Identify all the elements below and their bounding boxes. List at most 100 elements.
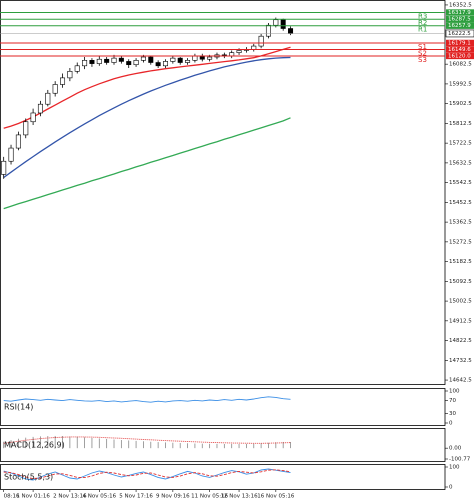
candle-body — [280, 19, 286, 29]
candle-body — [96, 58, 102, 64]
x-tick-label: 5 Nov 17:16 — [119, 494, 153, 500]
panel-frame — [0, 428, 446, 462]
x-tick-label: 08:16 — [4, 494, 20, 500]
panel-frame — [0, 0, 446, 385]
y-tick-label: 15632.5 — [449, 160, 472, 166]
candle-body — [162, 61, 169, 67]
y-tick-label: 30 — [449, 411, 456, 417]
y-tick-label: 15092.5 — [449, 279, 472, 285]
candle-body — [60, 77, 66, 85]
y-tick-label: 15992.5 — [449, 81, 472, 87]
y-tick-label: 100 — [449, 389, 460, 395]
x-tick-label: 9 Nov 09:16 — [156, 494, 190, 500]
x-tick-label: 2 Nov 13:16 — [53, 494, 87, 500]
level-value: 16317.9 — [448, 10, 471, 16]
x-tick-label: 1 Nov 01:16 — [16, 494, 50, 500]
candle-body — [288, 28, 294, 34]
level-name: R2 — [418, 19, 427, 27]
candle-body — [8, 147, 14, 162]
y-tick-label: 0.00 — [449, 446, 462, 452]
candle-body — [273, 19, 279, 26]
candle-body — [23, 121, 29, 136]
level-value-box — [446, 52, 474, 60]
y-tick-label: -100.77 — [449, 457, 471, 463]
candle-body — [155, 62, 161, 67]
x-tick-label: 4 Nov 05:16 — [83, 494, 117, 500]
level-name: R3 — [418, 13, 427, 21]
candle-body — [82, 60, 88, 67]
y-tick-label: 14822.5 — [449, 338, 472, 344]
candle-body — [118, 57, 124, 62]
moving-average — [3, 117, 291, 210]
level-name: S3 — [418, 56, 427, 64]
candle-body — [1, 160, 7, 175]
candle-body — [170, 57, 176, 62]
panel-title: RSI(14) — [4, 403, 33, 412]
panel-title: MACD(12,26,9) — [4, 441, 65, 450]
y-tick-label: 15542.5 — [449, 180, 472, 186]
y-tick-label: 15812.5 — [449, 121, 472, 127]
y-tick-label: 15272.5 — [449, 239, 472, 245]
candle-body — [52, 84, 58, 94]
y-tick-label: 16352.5 — [449, 2, 472, 8]
y-tick-label: 14732.5 — [449, 358, 472, 364]
y-tick-label: 15002.5 — [449, 299, 472, 305]
candle-body — [265, 24, 271, 37]
candle-body — [74, 65, 80, 72]
level-value: 16120.0 — [448, 53, 471, 59]
x-tick-label: 12 Nov 13:16 — [221, 494, 259, 500]
indicator-line — [3, 396, 291, 403]
last-price-box — [445, 29, 474, 38]
y-tick-label: 15452.5 — [449, 200, 472, 206]
candle-body — [45, 92, 51, 105]
candle-body — [207, 56, 213, 60]
x-tick-label: 16 Nov 05:16 — [257, 494, 295, 500]
level-name: S2 — [418, 49, 427, 57]
candle-body — [133, 60, 139, 66]
candle-body — [236, 50, 242, 53]
level-value-box — [446, 22, 474, 29]
panel-title: Stoch(5,5,3) — [4, 473, 53, 482]
y-tick-label: 15902.5 — [449, 101, 472, 107]
y-tick-label: 15722.5 — [449, 141, 472, 147]
level-value: 16149.6 — [448, 47, 471, 53]
indicator-line — [3, 469, 291, 480]
candle-body — [192, 55, 198, 61]
y-tick-label: 14642.5 — [449, 378, 472, 384]
x-tick-label: 11 Nov 05:16 — [191, 494, 229, 500]
candle-body — [126, 61, 132, 66]
panel-frame — [0, 388, 446, 426]
indicator-line — [3, 436, 291, 444]
candle-body — [111, 57, 117, 63]
y-tick-label: 15182.5 — [449, 259, 472, 265]
level-value-box — [446, 9, 474, 16]
level-value: 16179.1 — [448, 40, 471, 46]
candle-body — [258, 35, 264, 47]
level-value: 16257.9 — [448, 23, 471, 29]
y-tick-label: 0 — [449, 485, 453, 491]
y-tick-label: 16082.5 — [449, 62, 472, 68]
candle-body — [148, 56, 154, 63]
y-tick-label: 70 — [449, 398, 456, 404]
level-value-box — [446, 15, 474, 23]
candle-body — [104, 58, 110, 63]
candle-body — [89, 60, 95, 64]
level-value-box — [446, 39, 474, 47]
candle-body — [67, 70, 73, 79]
last-price: 16222.5 — [448, 31, 471, 37]
candle-body — [37, 103, 43, 114]
candle-body — [251, 45, 257, 50]
y-tick-label: 100 — [449, 465, 460, 471]
y-tick-label: 15362.5 — [449, 220, 472, 226]
candle-body — [15, 134, 21, 149]
y-tick-label: 0 — [449, 421, 453, 427]
candle-body — [185, 60, 191, 63]
level-value-box — [446, 46, 474, 53]
moving-average — [3, 46, 291, 129]
y-tick-label: 14912.5 — [449, 318, 472, 324]
level-value: 16287.5 — [448, 17, 471, 23]
candle-body — [177, 57, 183, 63]
level-name: R1 — [418, 26, 427, 34]
level-name: S1 — [418, 43, 427, 51]
